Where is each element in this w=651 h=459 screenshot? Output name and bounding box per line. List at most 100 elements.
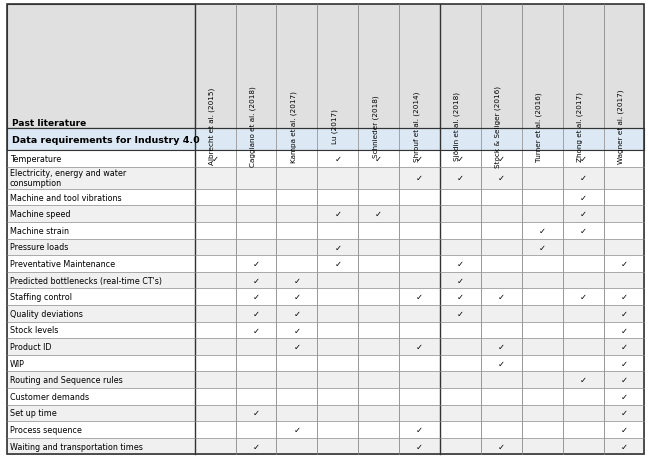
Bar bbox=[195, 5, 236, 129]
Text: ✓: ✓ bbox=[375, 155, 382, 163]
Bar bbox=[358, 322, 399, 338]
Text: ✓: ✓ bbox=[253, 442, 260, 451]
Text: Product ID: Product ID bbox=[10, 342, 51, 351]
Bar bbox=[277, 355, 318, 372]
Bar bbox=[440, 338, 481, 355]
Bar bbox=[522, 256, 562, 272]
Bar bbox=[603, 388, 644, 405]
Bar bbox=[522, 372, 562, 388]
Bar bbox=[481, 355, 522, 372]
Bar bbox=[562, 190, 603, 206]
Text: ✓: ✓ bbox=[620, 375, 628, 384]
Bar bbox=[603, 338, 644, 355]
Bar bbox=[7, 223, 195, 239]
Bar bbox=[399, 256, 440, 272]
Text: ✓: ✓ bbox=[579, 155, 587, 163]
Text: ✓: ✓ bbox=[579, 293, 587, 302]
Bar bbox=[277, 223, 318, 239]
Bar bbox=[7, 421, 195, 438]
Bar bbox=[440, 272, 481, 289]
Bar bbox=[277, 421, 318, 438]
Bar bbox=[481, 168, 522, 190]
Bar bbox=[277, 151, 318, 168]
Bar bbox=[318, 289, 358, 305]
Bar bbox=[562, 206, 603, 223]
Bar bbox=[440, 239, 481, 256]
Bar bbox=[358, 305, 399, 322]
Bar bbox=[481, 206, 522, 223]
Bar bbox=[481, 405, 522, 421]
Text: consumption: consumption bbox=[10, 179, 62, 187]
Bar bbox=[481, 438, 522, 454]
Bar bbox=[522, 190, 562, 206]
Bar bbox=[522, 239, 562, 256]
Text: Preventative Maintenance: Preventative Maintenance bbox=[10, 259, 115, 269]
Text: Pressure loads: Pressure loads bbox=[10, 243, 68, 252]
Text: Temperature: Temperature bbox=[10, 155, 61, 163]
Bar bbox=[440, 5, 481, 129]
Bar bbox=[195, 372, 236, 388]
Bar bbox=[358, 151, 399, 168]
Bar bbox=[603, 190, 644, 206]
Bar bbox=[195, 272, 236, 289]
Bar bbox=[481, 372, 522, 388]
Text: Routing and Sequence rules: Routing and Sequence rules bbox=[10, 375, 122, 384]
Bar bbox=[522, 405, 562, 421]
Bar bbox=[562, 372, 603, 388]
Text: ✓: ✓ bbox=[253, 293, 260, 302]
Bar bbox=[277, 372, 318, 388]
Bar bbox=[277, 289, 318, 305]
Bar bbox=[318, 256, 358, 272]
Bar bbox=[195, 223, 236, 239]
Text: Sjödin et al. (2018): Sjödin et al. (2018) bbox=[454, 92, 460, 161]
Bar bbox=[236, 355, 277, 372]
Bar bbox=[318, 338, 358, 355]
Bar bbox=[7, 129, 644, 151]
Bar bbox=[399, 190, 440, 206]
Bar bbox=[236, 239, 277, 256]
Bar bbox=[358, 206, 399, 223]
Text: ✓: ✓ bbox=[620, 425, 628, 434]
Bar bbox=[562, 168, 603, 190]
Bar bbox=[603, 151, 644, 168]
Text: ✓: ✓ bbox=[416, 442, 423, 451]
Bar bbox=[318, 421, 358, 438]
Bar bbox=[562, 388, 603, 405]
Bar bbox=[318, 438, 358, 454]
Bar bbox=[7, 5, 195, 129]
Bar bbox=[236, 272, 277, 289]
Bar bbox=[603, 289, 644, 305]
Bar bbox=[7, 338, 195, 355]
Bar bbox=[195, 405, 236, 421]
Bar bbox=[7, 190, 195, 206]
Text: ✓: ✓ bbox=[294, 293, 300, 302]
Bar bbox=[562, 239, 603, 256]
Bar bbox=[440, 151, 481, 168]
Text: ✓: ✓ bbox=[620, 326, 628, 335]
Text: ✓: ✓ bbox=[498, 293, 505, 302]
Bar bbox=[7, 355, 195, 372]
Bar bbox=[440, 168, 481, 190]
Bar bbox=[195, 256, 236, 272]
Bar bbox=[236, 372, 277, 388]
Text: Predicted bottlenecks (real-time CT's): Predicted bottlenecks (real-time CT's) bbox=[10, 276, 161, 285]
Bar bbox=[603, 272, 644, 289]
Text: ✓: ✓ bbox=[416, 293, 423, 302]
Text: ✓: ✓ bbox=[416, 342, 423, 351]
Bar bbox=[7, 272, 195, 289]
Text: Waiting and transportation times: Waiting and transportation times bbox=[10, 442, 143, 451]
Bar bbox=[277, 438, 318, 454]
Bar bbox=[7, 168, 195, 190]
Text: ✓: ✓ bbox=[375, 210, 382, 219]
Bar bbox=[195, 355, 236, 372]
Bar bbox=[195, 206, 236, 223]
Text: ✓: ✓ bbox=[498, 174, 505, 183]
Bar bbox=[399, 305, 440, 322]
Text: Data requirements for Industry 4.0: Data requirements for Industry 4.0 bbox=[12, 135, 199, 144]
Bar bbox=[318, 372, 358, 388]
Bar bbox=[399, 272, 440, 289]
Bar bbox=[236, 5, 277, 129]
Text: Turner et al. (2016): Turner et al. (2016) bbox=[536, 92, 542, 161]
Text: ✓: ✓ bbox=[335, 243, 341, 252]
Bar bbox=[236, 405, 277, 421]
